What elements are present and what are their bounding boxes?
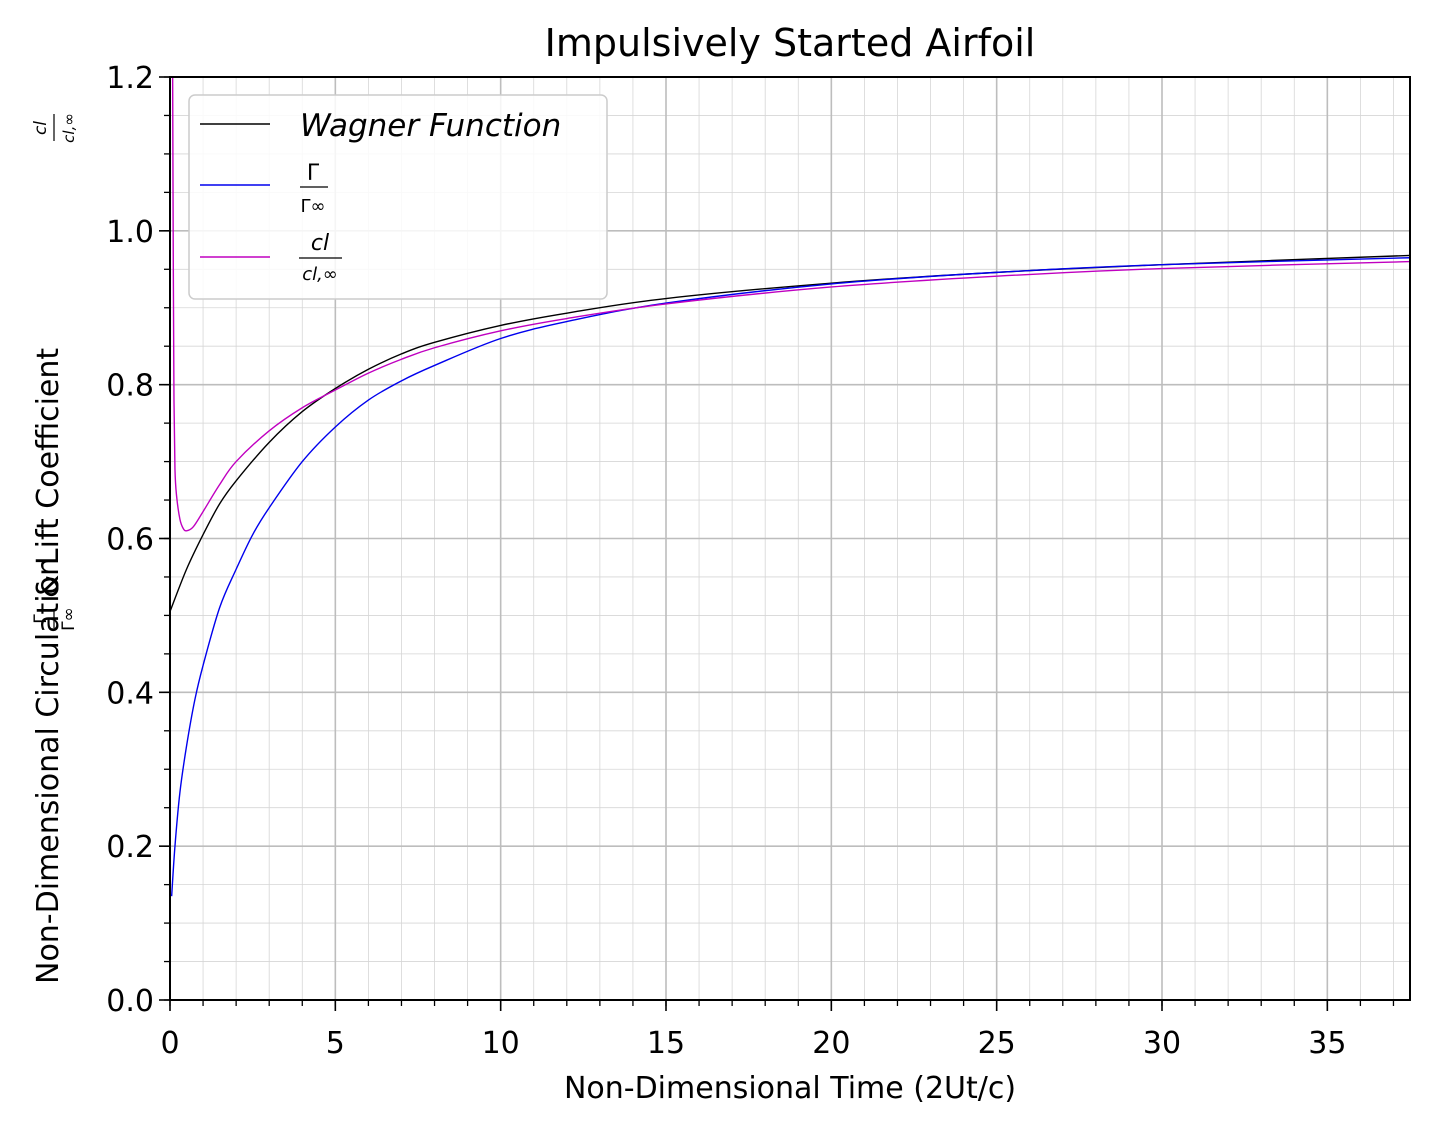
y-tick-label: 1.2 <box>106 61 154 96</box>
x-tick-label: 15 <box>647 1026 685 1061</box>
y-axis-frac1-den: Γ∞ <box>59 607 79 631</box>
y-axis-frac2-num: cl <box>31 121 51 135</box>
series-lines <box>170 77 1410 897</box>
legend-label-circulation-num: Γ <box>307 161 320 186</box>
series-line-lift <box>171 77 1410 532</box>
y-axis-frac2-den: cl,∞ <box>60 113 78 143</box>
y-tick-label: 0.0 <box>106 984 154 1019</box>
svg-text:Non-Dimensional Circulation: Non-Dimensional Circulation <box>31 557 66 984</box>
y-axis-frac1-num: Γ <box>31 614 51 624</box>
y-axis-label-middle: & Lift Coefficient <box>31 348 66 598</box>
axis-ticks <box>159 76 1395 1011</box>
x-tick-label: 25 <box>978 1026 1016 1061</box>
legend-label-circulation-den: Γ∞ <box>300 196 325 217</box>
y-tick-label: 1.0 <box>106 215 154 250</box>
x-axis-label: Non-Dimensional Time (2Ut/c) <box>564 1071 1016 1106</box>
series-line-circulation <box>170 257 1410 897</box>
svg-text:& Lift Coefficient: & Lift Coefficient <box>31 348 66 598</box>
x-tick-label: 30 <box>1143 1026 1181 1061</box>
x-tick-label: 20 <box>812 1026 850 1061</box>
legend-label-lift-den: cl,∞ <box>302 264 338 285</box>
y-tick-label: 0.2 <box>106 830 154 865</box>
x-tick-labels: 0 5 10 15 20 25 30 35 <box>160 1026 1346 1061</box>
x-tick-label: 35 <box>1308 1026 1346 1061</box>
chart-title: Impulsively Started Airfoil <box>545 21 1036 65</box>
legend-label-lift-num: cl <box>311 231 329 256</box>
y-axis-label: Non-Dimensional Circulation Γ Γ∞ & Lift … <box>31 113 79 984</box>
y-tick-label: 0.6 <box>106 523 154 558</box>
y-axis-label-prefix: Non-Dimensional Circulation <box>31 557 66 984</box>
legend: Wagner Function Γ Γ∞ cl cl,∞ <box>188 94 608 300</box>
legend-label-wagner: Wagner Function <box>300 108 561 144</box>
x-tick-label: 0 <box>160 1026 179 1061</box>
x-tick-label: 5 <box>326 1026 345 1061</box>
y-tick-label: 0.8 <box>106 369 154 404</box>
legend-box <box>188 94 608 300</box>
y-tick-label: 0.4 <box>106 676 154 711</box>
x-tick-label: 10 <box>482 1026 520 1061</box>
series-line-wagner <box>170 254 1410 612</box>
y-tick-labels: 0.0 0.2 0.4 0.6 0.8 1.0 1.2 <box>106 61 154 1019</box>
